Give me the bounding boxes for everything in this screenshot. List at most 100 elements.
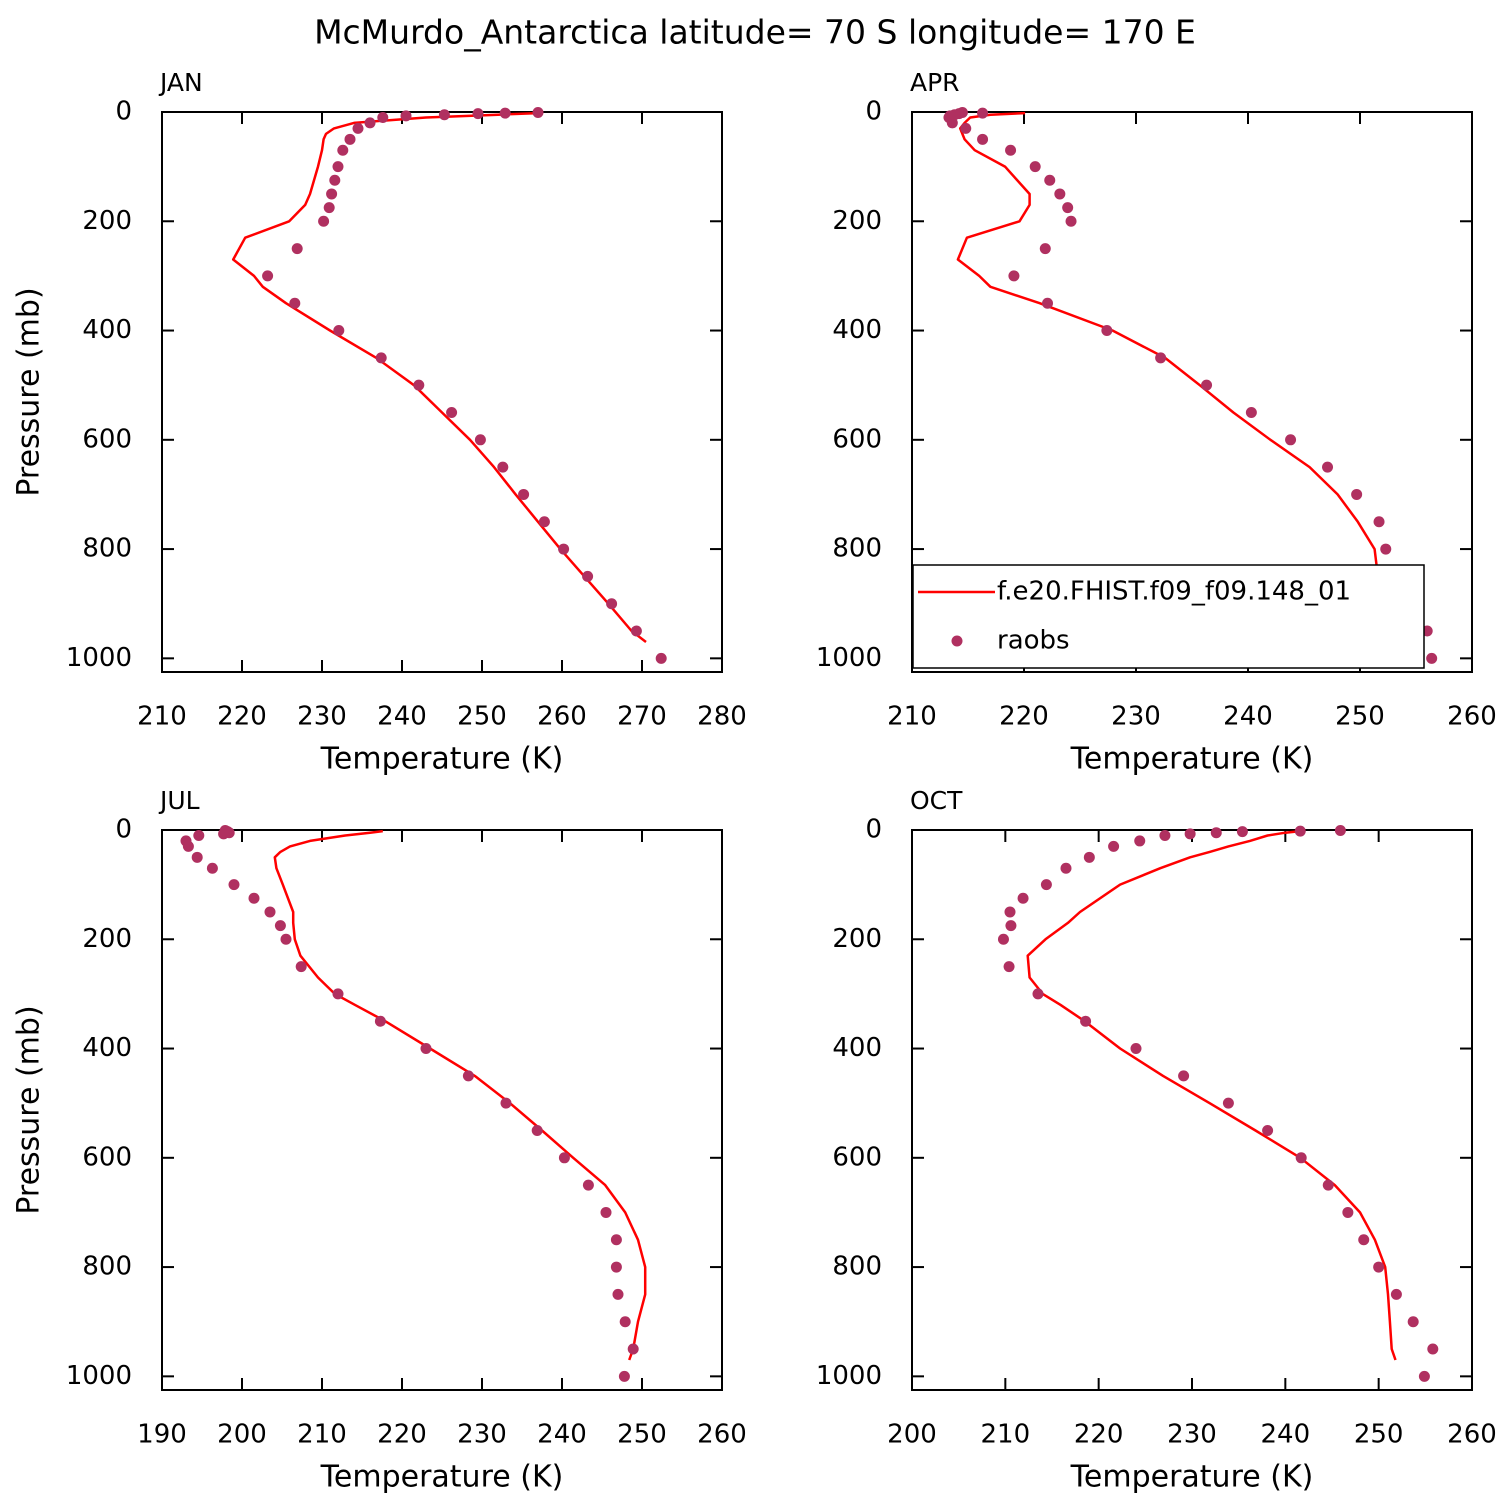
y-tick-label: 400 xyxy=(832,315,882,345)
y-tick-label: 1000 xyxy=(66,1361,132,1391)
figure-title: McMurdo_Antarctica latitude= 70 S longit… xyxy=(314,13,1196,52)
obs-point xyxy=(364,117,376,129)
panel-title: JUL xyxy=(158,786,200,815)
obs-point xyxy=(1210,827,1222,839)
obs-point xyxy=(1032,988,1044,1000)
y-tick-label: 200 xyxy=(832,206,882,236)
y-axis-label: Pressure (mb) xyxy=(12,287,47,496)
x-tick-label: 200 xyxy=(887,1420,937,1450)
obs-point xyxy=(332,988,344,1000)
obs-point xyxy=(500,1097,512,1109)
obs-point xyxy=(1155,352,1167,364)
obs-point xyxy=(977,133,989,145)
obs-point xyxy=(1065,215,1077,227)
y-tick-label: 400 xyxy=(82,315,132,345)
obs-point xyxy=(612,1288,624,1300)
x-tick-label: 230 xyxy=(1167,1420,1217,1450)
obs-point xyxy=(582,1179,594,1191)
obs-point xyxy=(462,1070,474,1082)
obs-point xyxy=(1054,188,1066,200)
x-tick-label: 200 xyxy=(217,1420,267,1450)
obs-point xyxy=(1334,825,1346,837)
obs-point xyxy=(997,933,1009,945)
obs-point xyxy=(1029,161,1041,173)
obs-point xyxy=(1407,1316,1419,1328)
obs-point xyxy=(606,598,618,610)
obs-point xyxy=(655,652,667,664)
obs-point xyxy=(1390,1288,1402,1300)
obs-point xyxy=(619,1316,631,1328)
x-tick-label: 220 xyxy=(1074,1420,1124,1450)
obs-point xyxy=(262,270,274,282)
obs-point xyxy=(497,461,509,473)
x-tick-label: 270 xyxy=(617,702,667,732)
obs-point xyxy=(1236,826,1248,838)
obs-point xyxy=(558,543,570,555)
y-tick-label: 200 xyxy=(832,924,882,954)
obs-point xyxy=(627,1343,639,1355)
obs-point xyxy=(1262,1124,1274,1136)
legend-label: raobs xyxy=(997,626,1070,656)
y-tick-label: 0 xyxy=(865,815,882,845)
obs-point xyxy=(375,352,387,364)
obs-point xyxy=(472,108,484,120)
obs-point xyxy=(420,1043,432,1055)
obs-point xyxy=(291,243,303,255)
y-tick-label: 800 xyxy=(82,1252,132,1282)
obs-point xyxy=(960,122,972,134)
y-tick-label: 1000 xyxy=(66,643,132,673)
obs-point xyxy=(295,961,307,973)
obs-point xyxy=(1294,825,1306,837)
obs-point xyxy=(333,325,345,337)
obs-point xyxy=(1042,297,1054,309)
x-tick-label: 220 xyxy=(377,1420,427,1450)
y-tick-label: 600 xyxy=(82,1142,132,1172)
obs-point xyxy=(532,107,544,119)
obs-point xyxy=(1062,202,1074,214)
obs-point xyxy=(274,920,286,932)
obs-point xyxy=(1184,828,1196,840)
x-tick-label: 210 xyxy=(981,1420,1031,1450)
panel: JAN 210 220 230 240 250 260 270 280 0 200 400 600 800… xyxy=(12,68,747,777)
panel: APR 210 220 230 240 250 260 0 200 400 600 800 1000 Te… xyxy=(816,68,1497,777)
obs-point xyxy=(318,215,330,227)
x-tick-label: 260 xyxy=(1447,1420,1497,1450)
obs-point xyxy=(280,933,292,945)
obs-point xyxy=(1380,543,1392,555)
x-axis-label: Temperature (K) xyxy=(320,1460,564,1495)
obs-point xyxy=(206,862,218,874)
model-line xyxy=(956,111,1380,643)
x-tick-label: 250 xyxy=(1335,702,1385,732)
y-tick-label: 0 xyxy=(115,97,132,127)
obs-point xyxy=(499,107,511,119)
obs-point xyxy=(582,570,594,582)
obs-point xyxy=(1351,488,1363,500)
obs-point xyxy=(1003,961,1015,973)
obs-point xyxy=(1285,434,1297,446)
panel: OCT 200 210 220 230 240 250 260 0 200 400 600 800 100… xyxy=(816,786,1497,1495)
x-tick-label: 230 xyxy=(1111,702,1161,732)
y-tick-label: 0 xyxy=(865,97,882,127)
obs-point xyxy=(610,1234,622,1246)
obs-point xyxy=(1040,879,1052,891)
x-tick-label: 190 xyxy=(137,1420,187,1450)
obs-point xyxy=(337,144,349,156)
x-tick-label: 280 xyxy=(697,702,747,732)
y-tick-label: 600 xyxy=(832,424,882,454)
obs-point xyxy=(1178,1070,1190,1082)
obs-point xyxy=(180,835,192,847)
obs-point xyxy=(264,906,276,918)
panel-title: OCT xyxy=(910,786,963,815)
obs-point xyxy=(1101,325,1113,337)
obs-point xyxy=(248,892,260,904)
obs-point xyxy=(219,825,231,837)
model-line xyxy=(1026,829,1397,1361)
x-tick-label: 240 xyxy=(537,1420,587,1450)
x-tick-label: 230 xyxy=(457,1420,507,1450)
obs-point xyxy=(558,1152,570,1164)
panel: JUL 190 200 210 220 230 240 250 260 0 200 400 600 800… xyxy=(12,786,747,1495)
x-tick-label: 260 xyxy=(537,702,587,732)
obs-point xyxy=(1322,461,1334,473)
